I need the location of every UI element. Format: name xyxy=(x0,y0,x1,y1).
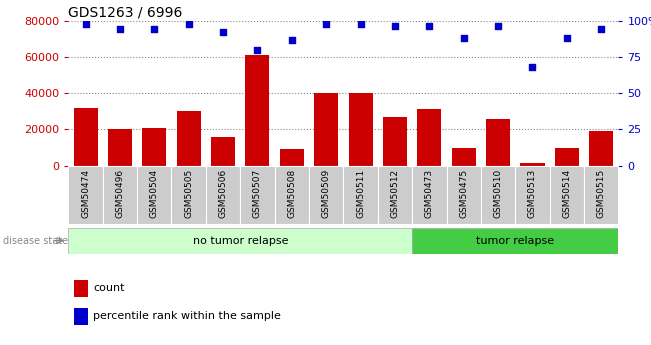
Text: GSM50505: GSM50505 xyxy=(184,169,193,218)
Text: tumor relapse: tumor relapse xyxy=(477,236,555,246)
Bar xyxy=(447,166,481,224)
Bar xyxy=(520,163,544,166)
Point xyxy=(149,27,159,32)
Bar xyxy=(348,93,372,166)
Bar xyxy=(275,166,309,224)
Point xyxy=(527,64,538,70)
Bar xyxy=(211,137,235,166)
Bar xyxy=(412,228,618,254)
Bar xyxy=(245,55,270,166)
Bar xyxy=(68,228,412,254)
Text: GSM50474: GSM50474 xyxy=(81,169,90,218)
Bar xyxy=(206,166,240,224)
Bar xyxy=(314,93,339,166)
Bar xyxy=(137,166,171,224)
Point xyxy=(458,35,469,41)
Text: percentile rank within the sample: percentile rank within the sample xyxy=(93,311,281,321)
Text: GSM50504: GSM50504 xyxy=(150,169,159,218)
Point xyxy=(80,21,90,26)
Bar xyxy=(108,129,132,166)
Bar xyxy=(103,166,137,224)
Point xyxy=(252,47,262,52)
Text: GSM50506: GSM50506 xyxy=(219,169,228,218)
Point xyxy=(321,21,331,26)
Bar xyxy=(171,166,206,224)
Text: GSM50510: GSM50510 xyxy=(493,169,503,218)
Point xyxy=(424,24,435,29)
Point xyxy=(184,21,194,26)
Bar xyxy=(383,117,407,166)
Bar xyxy=(452,148,476,166)
Point xyxy=(596,27,607,32)
Point xyxy=(493,24,503,29)
Text: GSM50509: GSM50509 xyxy=(322,169,331,218)
Text: GSM50513: GSM50513 xyxy=(528,169,537,218)
Bar xyxy=(344,166,378,224)
Point xyxy=(390,24,400,29)
Text: GSM50473: GSM50473 xyxy=(425,169,434,218)
Text: no tumor relapse: no tumor relapse xyxy=(193,236,288,246)
Text: GSM50512: GSM50512 xyxy=(391,169,400,218)
Point xyxy=(355,21,366,26)
Bar xyxy=(280,149,304,166)
Point xyxy=(286,37,297,42)
Text: GSM50515: GSM50515 xyxy=(597,169,606,218)
Bar xyxy=(68,166,103,224)
Bar xyxy=(240,166,275,224)
Bar xyxy=(74,108,98,166)
Text: disease state: disease state xyxy=(3,236,68,246)
Text: GSM50507: GSM50507 xyxy=(253,169,262,218)
Text: GSM50514: GSM50514 xyxy=(562,169,572,218)
Text: GDS1263 / 6996: GDS1263 / 6996 xyxy=(68,6,183,20)
Bar xyxy=(74,280,88,297)
Text: count: count xyxy=(93,283,124,293)
Text: GSM50511: GSM50511 xyxy=(356,169,365,218)
Bar xyxy=(74,308,88,325)
Bar xyxy=(412,166,447,224)
Bar xyxy=(516,166,549,224)
Bar xyxy=(549,166,584,224)
Point xyxy=(115,27,125,32)
Bar xyxy=(309,166,344,224)
Text: GSM50496: GSM50496 xyxy=(115,169,124,218)
Bar xyxy=(589,131,613,166)
Bar xyxy=(555,148,579,166)
Bar xyxy=(481,166,516,224)
Bar xyxy=(378,166,412,224)
Bar xyxy=(584,166,618,224)
Point xyxy=(562,35,572,41)
Text: GSM50475: GSM50475 xyxy=(459,169,468,218)
Bar xyxy=(176,111,201,166)
Text: GSM50508: GSM50508 xyxy=(287,169,296,218)
Point xyxy=(218,30,229,35)
Bar xyxy=(143,128,167,166)
Bar xyxy=(486,119,510,166)
Bar xyxy=(417,109,441,166)
